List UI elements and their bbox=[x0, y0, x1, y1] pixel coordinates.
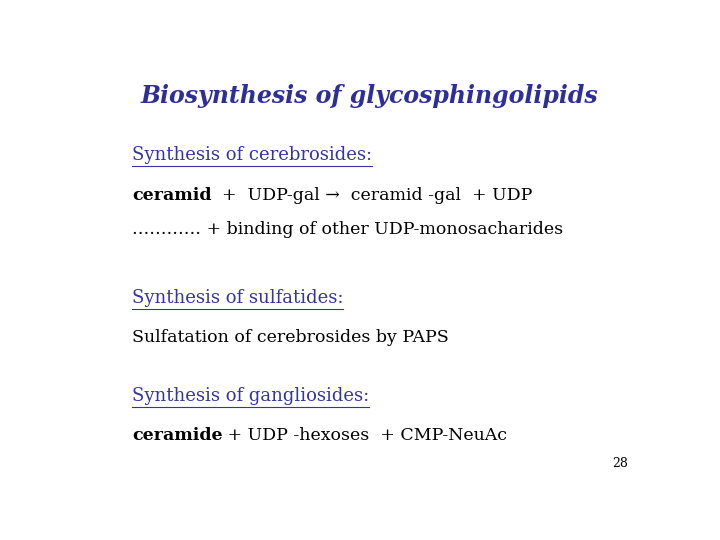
Text: ceramid: ceramid bbox=[132, 187, 212, 205]
Text: 28: 28 bbox=[613, 457, 629, 470]
Text: + UDP -hexoses  + CMP-NeuAc: + UDP -hexoses + CMP-NeuAc bbox=[222, 427, 508, 444]
Text: ceramide: ceramide bbox=[132, 427, 222, 444]
Text: ………… + binding of other UDP-monosacharides: ………… + binding of other UDP-monosacharid… bbox=[132, 221, 563, 238]
Text: Synthesis of cerebrosides:: Synthesis of cerebrosides: bbox=[132, 146, 372, 164]
Text: +  UDP-gal →  ceramid -gal  + UDP: + UDP-gal → ceramid -gal + UDP bbox=[212, 187, 533, 205]
Text: Synthesis of sulfatides:: Synthesis of sulfatides: bbox=[132, 289, 343, 307]
Text: Synthesis of gangliosides:: Synthesis of gangliosides: bbox=[132, 387, 369, 405]
Text: Biosynthesis of glycosphingolipids: Biosynthesis of glycosphingolipids bbox=[140, 84, 598, 107]
Text: Sulfatation of cerebrosides by PAPS: Sulfatation of cerebrosides by PAPS bbox=[132, 329, 449, 346]
